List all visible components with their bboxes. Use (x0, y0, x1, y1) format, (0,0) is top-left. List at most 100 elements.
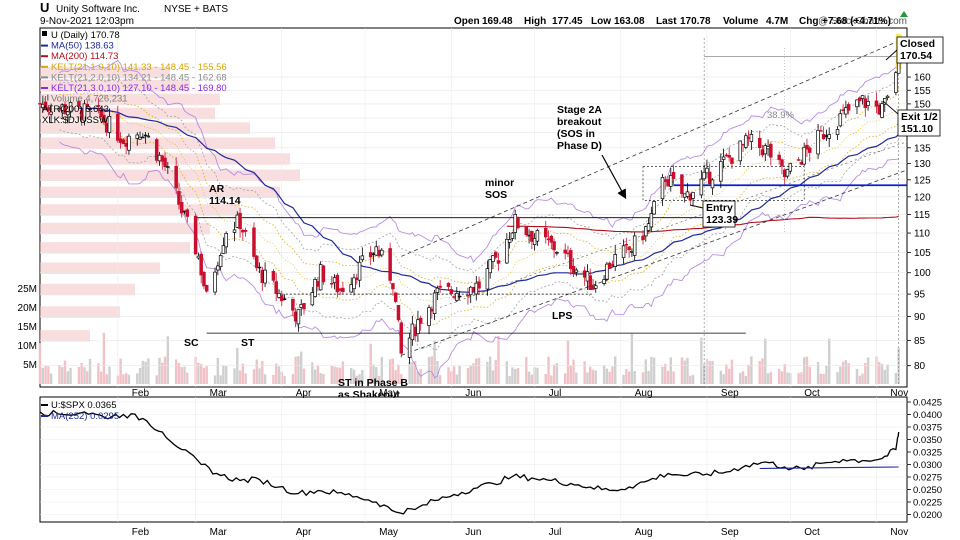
candle-up (785, 168, 790, 177)
candle-up (816, 129, 820, 155)
volume-bar (711, 360, 714, 384)
price-tick-label: 160 (914, 73, 931, 84)
volume-bar (491, 370, 495, 384)
volume-bar (488, 356, 492, 384)
volume-bar (147, 358, 150, 384)
candle-down (418, 317, 423, 324)
legend-text: Volume 4,726,231 (51, 94, 128, 105)
rs-legend-text: MA(252) 0.0295 (51, 411, 119, 422)
candle-down (663, 179, 667, 182)
volume-bar (878, 362, 881, 384)
volume-bar (338, 367, 342, 384)
candle-up (218, 255, 223, 268)
volume-bar (341, 361, 345, 384)
candle-up (310, 292, 315, 306)
volume-bar (805, 356, 809, 384)
legend-item: ATR(200) 6.643 (42, 104, 109, 115)
volume-bar (302, 368, 306, 384)
legend-item: KELT(21,1.0,10) 141.33 - 148.45 - 155.56 (41, 62, 227, 73)
volume-bar (255, 359, 258, 384)
candle-down (116, 113, 120, 141)
volume-bar (466, 367, 470, 384)
price-tick-label: 110 (914, 229, 930, 240)
volume-bar (102, 332, 106, 384)
candle-down (524, 226, 529, 236)
volume-bar (672, 371, 675, 384)
rs-tick-label: 0.0375 (913, 423, 942, 434)
volume-bar (244, 373, 247, 384)
volume-bar (155, 375, 158, 384)
volume-bar (144, 361, 147, 384)
candle-up (513, 214, 517, 233)
volume-bar (841, 361, 845, 384)
candle-down (260, 269, 265, 283)
month-label: Jun (465, 388, 481, 399)
annotation-text: Phase D) (557, 140, 602, 152)
legend-text: ATR(200) 6.643 (42, 104, 109, 115)
candle-down (291, 298, 295, 311)
volume-profile-bar (40, 122, 250, 134)
volume-bar (783, 364, 786, 384)
candle-down (493, 251, 498, 258)
volume-bar (477, 357, 481, 384)
volume-bar (333, 366, 336, 384)
annotation-text: 114.14 (209, 195, 241, 207)
candle-up (827, 134, 831, 139)
month-label: Feb (132, 388, 150, 399)
volume-bar (400, 374, 403, 384)
price-tick-label: 105 (914, 248, 931, 259)
candle-down (204, 285, 209, 292)
volume-bar (202, 367, 206, 384)
candle-down (688, 193, 692, 201)
quote-bar: Open 169.48 High 177.45 Low 163.08 Last … (454, 16, 891, 27)
legend-item: XLK:$DJUSSW (42, 115, 108, 126)
volume-bar (641, 372, 645, 384)
candle-down (193, 215, 198, 255)
volume-bar (780, 371, 784, 384)
rs-legend-text: U:$SPX 0.0365 (51, 400, 117, 411)
chart-header: U Unity Software Inc. NYSE + BATS 9-Nov-… (40, 0, 908, 27)
rs-line (39, 409, 900, 515)
candle-down (121, 139, 126, 145)
volume-bar (391, 358, 395, 384)
candle-up (738, 140, 743, 162)
volume-bar (825, 365, 828, 384)
volume-bar (174, 359, 178, 384)
volume-bar (138, 367, 142, 384)
volume-bar (847, 363, 850, 384)
month-label: Oct (804, 388, 820, 399)
candle-down (549, 235, 554, 243)
volume-profile-bar (40, 306, 120, 318)
volume-bar (272, 374, 275, 384)
exchange-name: NYSE + BATS (164, 4, 228, 15)
price-tick-label: 85 (914, 336, 926, 347)
candle-down (154, 139, 159, 161)
volume-bar (177, 362, 181, 384)
candle-down (727, 155, 731, 158)
volume-bar (669, 357, 672, 384)
candle-up (855, 99, 859, 108)
rs-panel-frame (39, 396, 908, 523)
volume-profile-bar (40, 330, 90, 342)
candle-down (388, 248, 392, 281)
volume-bar (197, 362, 200, 384)
volume-bar (163, 356, 167, 384)
candle-up (141, 136, 145, 139)
volume-bar (844, 360, 848, 384)
legend-item: Volume 4,726,231 (42, 94, 128, 105)
low-label: Low (591, 16, 611, 27)
candle-up (574, 269, 579, 273)
volume-bar (583, 361, 586, 384)
candle-down (85, 103, 89, 107)
candle-up (455, 292, 459, 301)
volume-bar (38, 343, 42, 384)
volume-bar (836, 372, 839, 384)
volume-bar (408, 362, 411, 384)
ma200-line (506, 215, 899, 233)
volume-bar (689, 375, 692, 384)
annotation-text: minor (485, 177, 514, 189)
volume-bar (764, 338, 767, 384)
volume-bar (69, 367, 72, 384)
candle-up (468, 286, 473, 296)
symbol-label: U (40, 0, 49, 15)
